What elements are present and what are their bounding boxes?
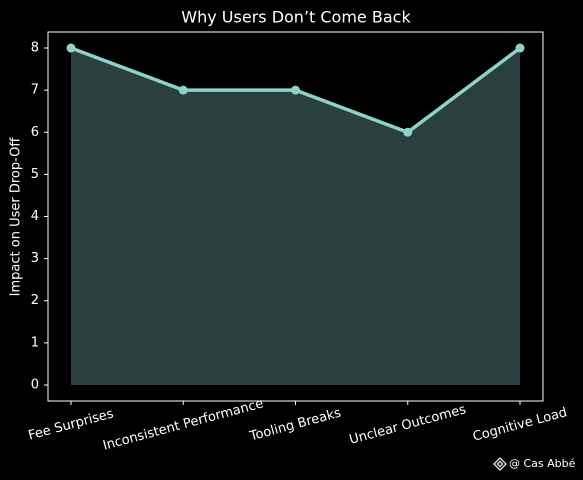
y-axis-label: Impact on User Drop-Off: [9, 137, 24, 297]
watermark: @ Cas Abbé: [509, 457, 576, 470]
marker: [178, 85, 188, 95]
chart-title: Why Users Don’t Come Back: [181, 8, 411, 27]
y-tick-label: 1: [31, 335, 39, 350]
marker: [291, 85, 300, 95]
marker: [66, 43, 76, 53]
y-tick-label: 6: [31, 125, 39, 140]
marker: [515, 43, 525, 53]
y-tick-label: 5: [31, 167, 39, 182]
y-tick-label: 7: [31, 83, 39, 98]
marker: [403, 127, 413, 137]
y-tick-label: 2: [31, 293, 39, 308]
watermark-icon: [493, 457, 507, 471]
y-tick-label: 3: [31, 251, 39, 266]
y-tick-label: 0: [31, 377, 39, 392]
y-tick-label: 4: [31, 209, 39, 224]
y-tick-label: 8: [31, 41, 39, 56]
